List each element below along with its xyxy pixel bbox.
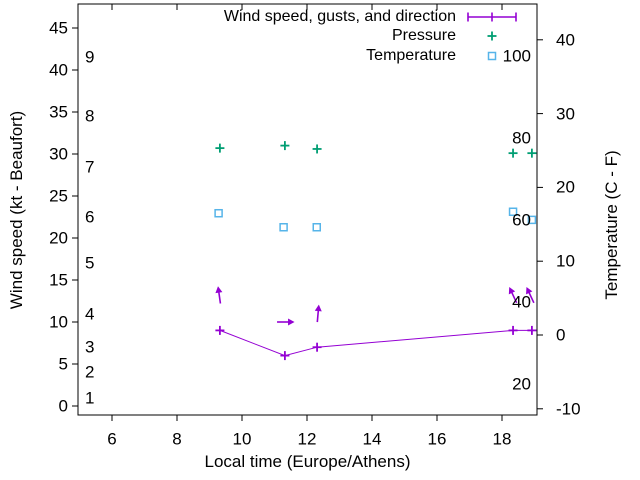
temperature-marker — [527, 215, 537, 225]
arrow-head — [508, 286, 516, 295]
wind-direction-arrow — [215, 286, 223, 304]
left-y-axis-title: Wind speed (kt - Beaufort) — [7, 110, 26, 310]
plot-border — [77, 3, 538, 416]
arrow-head — [288, 318, 295, 326]
wind-direction-arrow — [314, 304, 322, 323]
legend-item-wind: Wind speed, gusts, and direction — [224, 7, 518, 27]
legend-item-temperature: Temperature — [224, 46, 518, 66]
legend-item-pressure: Pressure — [224, 27, 518, 47]
wind-line — [219, 329, 532, 357]
arrow-shaft — [511, 292, 518, 304]
arrow-shaft — [218, 292, 222, 304]
arrow-head — [215, 286, 223, 294]
arrow-shaft — [528, 292, 535, 304]
wind-direction-arrow — [508, 286, 518, 304]
legend-label-wind: Wind speed, gusts, and direction — [223, 7, 456, 25]
temperature-marker — [214, 208, 223, 218]
arrow-head — [526, 286, 533, 295]
x-axis-title: Local time (Europe/Athens) — [204, 452, 411, 471]
legend-label-temperature: Temperature — [366, 46, 456, 64]
legend: Wind speed, gusts, and direction Pressur… — [224, 7, 518, 66]
arrow-shaft — [316, 310, 320, 323]
temperature-marker — [279, 223, 288, 232]
wind-errorbar-sample-icon — [467, 12, 517, 22]
wind-direction-arrow — [277, 318, 295, 326]
legend-label-pressure: Pressure — [391, 27, 456, 45]
temperature-marker — [508, 207, 518, 217]
wind-direction-arrow — [526, 286, 535, 304]
temperature-marker — [312, 223, 321, 232]
arrow-head — [314, 304, 322, 312]
temperature-square-sample-icon — [487, 51, 497, 60]
right-y-axis-title: Temperature (C - F) — [602, 150, 621, 300]
pressure-plus-sample-icon — [487, 31, 497, 41]
